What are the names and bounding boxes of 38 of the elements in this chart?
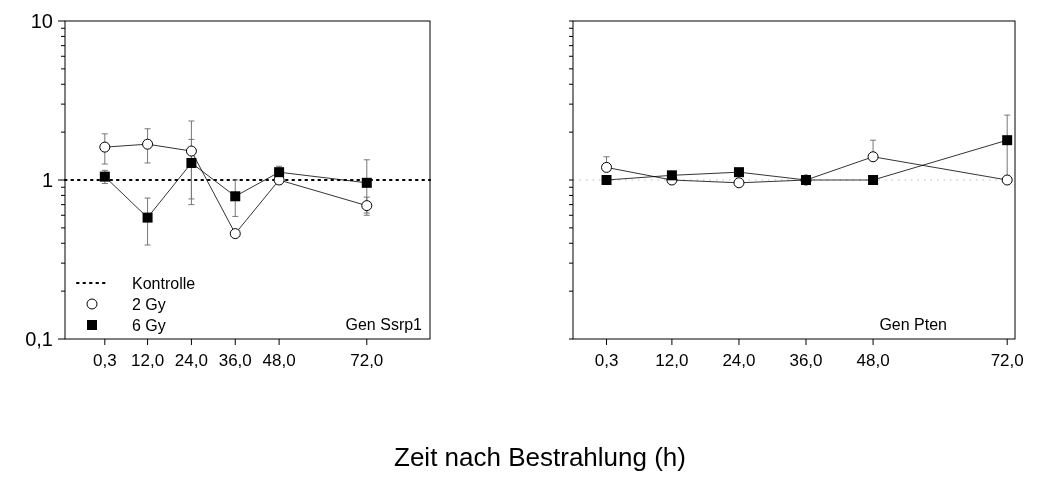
point bbox=[230, 191, 241, 202]
x-tick-label: 0,3 bbox=[93, 351, 117, 370]
y-tick-label: 0,1 bbox=[25, 328, 53, 350]
point bbox=[733, 177, 745, 189]
x-tick-label: 12,0 bbox=[655, 351, 689, 370]
point bbox=[142, 212, 153, 223]
x-tick-label: 72,0 bbox=[350, 351, 384, 370]
point bbox=[1001, 174, 1013, 186]
x-tick-label: 12,0 bbox=[131, 351, 165, 370]
point bbox=[601, 175, 612, 185]
x-tick-label: 24,0 bbox=[722, 351, 756, 370]
point bbox=[666, 170, 677, 181]
x-tick-label: 48,0 bbox=[262, 351, 296, 370]
point bbox=[142, 138, 154, 150]
point bbox=[1002, 135, 1013, 146]
point bbox=[186, 157, 197, 168]
point bbox=[868, 175, 879, 185]
point bbox=[733, 167, 744, 178]
legend-label: 2 Gy bbox=[132, 295, 166, 313]
x-axis-title: Zeit nach Bestrahlung (h) bbox=[394, 442, 686, 472]
point bbox=[99, 141, 111, 153]
point bbox=[229, 228, 241, 240]
point bbox=[361, 177, 372, 188]
x-tick-label: 0,3 bbox=[594, 351, 619, 370]
legend-label: Kontrolle bbox=[132, 274, 196, 292]
y-tick-label: 1 bbox=[41, 169, 53, 191]
x-tick-label: 72,0 bbox=[990, 351, 1024, 370]
x-tick-label: 24,0 bbox=[174, 351, 208, 370]
annotation: Gen Pten bbox=[879, 316, 947, 333]
x-tick-label: 48,0 bbox=[856, 351, 890, 370]
x-tick-label: 36,0 bbox=[789, 351, 823, 370]
legend-label: 6 Gy bbox=[132, 316, 166, 334]
x-tick-label: 36,0 bbox=[218, 351, 252, 370]
y-tick-label: 10 bbox=[30, 10, 53, 32]
point bbox=[185, 145, 197, 157]
point bbox=[601, 161, 613, 173]
point bbox=[867, 151, 879, 163]
annotation: Gen Ssrp1 bbox=[345, 316, 423, 333]
